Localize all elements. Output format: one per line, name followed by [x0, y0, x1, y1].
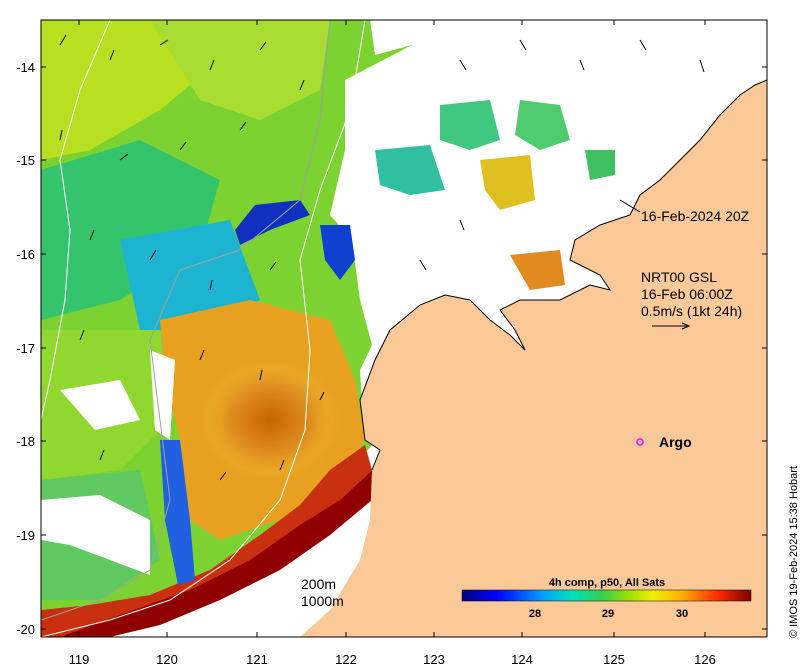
sst-patch: [375, 145, 445, 195]
sst-patch: [150, 20, 330, 120]
cloud-gap: [370, 20, 412, 55]
depth-contour-200m: [41, 20, 331, 621]
depth-1000m-label: 1000m: [301, 593, 344, 609]
depth-200m-label: 200m: [301, 576, 336, 592]
colorbar-title: 4h comp, p50, All Sats: [549, 577, 665, 589]
lon-tick-label: 123: [423, 652, 445, 667]
lon-tick-label: 119: [69, 652, 90, 667]
credit-text: © IMOS 19-Feb-2024 15:38 Hobart: [788, 466, 800, 638]
coastline-label-leader: [619, 199, 641, 213]
land: [300, 20, 767, 637]
lat-tick-label: -18: [16, 434, 35, 449]
sst-cold-streak: [160, 440, 195, 585]
cloud-gap: [60, 380, 140, 430]
argo-marker-icon: [636, 438, 644, 446]
sst-warm-core: [200, 360, 340, 480]
lat-tick-label: -16: [16, 247, 35, 262]
lat-tick-label: -19: [16, 528, 35, 543]
current-model-time: 16-Feb 06:00Z: [641, 286, 733, 302]
lon-tick-label: 120: [156, 652, 178, 667]
lat-tick-label: -17: [16, 341, 35, 356]
cloud-gap: [41, 495, 150, 575]
colorbar-tick-label: 30: [676, 608, 688, 620]
sst-patch: [480, 155, 535, 210]
axis-tick-marks: [41, 20, 767, 637]
sst-patch: [120, 220, 260, 330]
sst-patch: [515, 100, 570, 150]
sst-patch: [510, 250, 565, 290]
current-scale-label: 0.5m/s (1kt 24h): [641, 303, 742, 319]
argo-label: Argo: [659, 434, 692, 450]
current-scale-arrow: [652, 322, 691, 330]
sst-patch: [585, 150, 615, 180]
lat-tick-label: -20: [16, 622, 35, 637]
colorbar-tick-label: 28: [529, 608, 541, 620]
sst-cold-streak: [320, 225, 355, 280]
lon-tick-label: 121: [246, 652, 268, 667]
colorbar: [461, 589, 752, 602]
lon-tick-label: 126: [694, 652, 716, 667]
current-vectors: [59, 34, 705, 481]
lon-tick-label: 125: [603, 652, 625, 667]
sst-patch: [41, 140, 220, 320]
lon-tick-label: 122: [335, 652, 357, 667]
sst-patch: [440, 100, 500, 150]
depth-contour-1000m-west: [41, 20, 111, 421]
depth-contour-1000m: [41, 20, 366, 637]
lat-tick-label: -14: [16, 60, 35, 75]
coastline: [359, 79, 767, 471]
current-model-title: NRT00 GSL: [641, 269, 717, 285]
colorbar-tick-label: 29: [602, 608, 614, 620]
plot-frame: [40, 19, 768, 638]
sst-hot-band: [41, 445, 372, 637]
lat-tick-label: -15: [16, 153, 35, 168]
cloud-gap: [150, 350, 175, 440]
coastline-time-label: 16-Feb-2024 20Z: [641, 208, 750, 224]
lon-tick-label: 124: [511, 652, 533, 667]
